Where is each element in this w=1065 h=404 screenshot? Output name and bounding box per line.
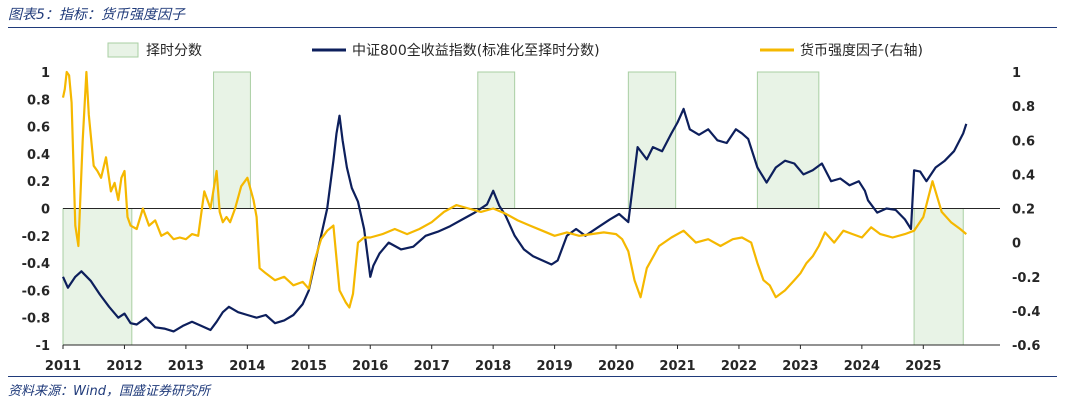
x-tick-label: 2011 [45, 359, 81, 374]
source-rule [8, 376, 1057, 377]
y-left-tick-label: 0.6 [27, 121, 50, 136]
y-left-tick-label: 0.8 [27, 93, 50, 108]
tick-labels: 1 0.8 0.6 0.4 0.2 0 -0.2 -0.4 -0.6 -0.8 -1 1 0.8 0.6 0… [22, 66, 1041, 374]
y-right-tick-label: 0 [1012, 237, 1021, 252]
figure-title: 图表5：指标：货币强度因子 [8, 7, 185, 23]
shaded-period-0 [62, 208, 133, 346]
y-right-tick-label: 0.8 [1012, 100, 1035, 115]
shaded-period-1 [213, 71, 251, 209]
legend-label: 货币强度因子(右轴) [800, 42, 923, 59]
y-right-tick-label: -0.6 [1012, 339, 1040, 354]
y-right-tick-label: 0.2 [1012, 203, 1035, 218]
y-right-tick-label: -0.4 [1012, 305, 1040, 320]
x-tick-label: 2015 [291, 359, 327, 374]
x-tick-label: 2013 [168, 359, 204, 374]
y-left-tick-label: -0.2 [22, 230, 50, 245]
x-tick-label: 2021 [659, 359, 695, 374]
x-tick-label: 2014 [229, 359, 265, 374]
legend-label: 中证800全收益指数(标准化至择时分数) [352, 42, 600, 59]
x-tick-label: 2018 [475, 359, 511, 374]
x-tick-label: 2016 [352, 359, 388, 374]
y-left-tick-label: -0.6 [22, 284, 50, 299]
legend: 择时分数 中证800全收益指数(标准化至择时分数) 货币强度因子(右轴) [107, 42, 923, 59]
series-lines [61, 70, 968, 333]
y-left-tick-label: 0.4 [27, 148, 50, 163]
y-left-tick-label: 1 [41, 66, 50, 81]
source-note: 资料来源：Wind，国盛证券研究所 [8, 384, 210, 399]
y-right-tick-label: -0.2 [1012, 271, 1040, 286]
x-tick-label: 2017 [414, 359, 450, 374]
x-tick-label: 2022 [721, 359, 757, 374]
legend-swatch-timing-score [107, 42, 139, 58]
x-tick-label: 2024 [844, 359, 880, 374]
shaded-period-4 [756, 71, 820, 209]
y-left-tick-label: -0.8 [22, 312, 50, 327]
y-left-tick-label: 0.2 [27, 175, 50, 190]
y-right-tick-label: 0.4 [1012, 168, 1035, 183]
y-right-tick-label: 0.6 [1012, 134, 1035, 149]
shaded-period-2 [477, 71, 516, 209]
x-tick-label: 2023 [782, 359, 818, 374]
series-line-money-strength [61, 70, 968, 309]
y-right-tick-label: 1 [1012, 66, 1021, 81]
y-left-tick-label: -1 [36, 339, 50, 354]
x-tick-label: 2025 [905, 359, 941, 374]
series-line-csi800 [61, 107, 968, 333]
shaded-period-5 [913, 208, 964, 346]
x-tick-label: 2020 [598, 359, 634, 374]
title-rule [8, 27, 1057, 28]
y-left-tick-label: 0 [41, 203, 50, 218]
legend-label: 择时分数 [146, 43, 202, 59]
x-tick-label: 2019 [537, 359, 573, 374]
y-left-tick-label: -0.4 [22, 257, 50, 272]
x-tick-label: 2012 [106, 359, 142, 374]
